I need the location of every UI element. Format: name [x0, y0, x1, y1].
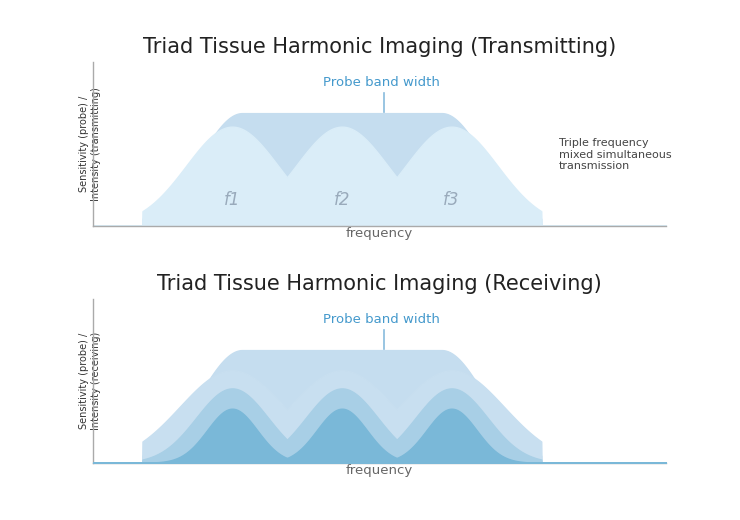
Y-axis label: Sensitivity (probe) /
Intensity (transmitting): Sensitivity (probe) / Intensity (transmi…: [79, 87, 101, 201]
Text: Probe band width: Probe band width: [323, 314, 440, 327]
Text: Probe band width: Probe band width: [323, 76, 440, 89]
Text: f3: f3: [443, 191, 460, 209]
Title: Triad Tissue Harmonic Imaging (Transmitting): Triad Tissue Harmonic Imaging (Transmitt…: [143, 37, 616, 57]
Title: Triad Tissue Harmonic Imaging (Receiving): Triad Tissue Harmonic Imaging (Receiving…: [157, 274, 602, 294]
Y-axis label: Sensitivity (probe) /
Intensity (receiving): Sensitivity (probe) / Intensity (receivi…: [79, 332, 101, 430]
X-axis label: frequency: frequency: [346, 227, 413, 240]
X-axis label: frequency: frequency: [346, 464, 413, 477]
Text: f2: f2: [334, 191, 350, 209]
Text: f1: f1: [224, 191, 240, 209]
Text: Triple frequency
mixed simultaneous
transmission: Triple frequency mixed simultaneous tran…: [559, 138, 671, 171]
